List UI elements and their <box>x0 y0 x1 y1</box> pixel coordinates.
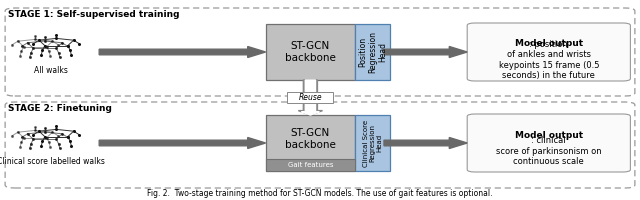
FancyArrow shape <box>99 138 266 148</box>
Text: Gait features: Gait features <box>287 162 333 168</box>
Text: : position
of ankles and wrists
keypoints 15 frame (0.5
seconds) in the future: : position of ankles and wrists keypoint… <box>499 40 599 80</box>
Text: Position
Regression
Head: Position Regression Head <box>358 31 388 73</box>
Text: ST-GCN
backbone: ST-GCN backbone <box>285 41 336 63</box>
FancyArrow shape <box>298 80 323 115</box>
FancyBboxPatch shape <box>467 114 630 172</box>
Text: STAGE 1: Self-supervised training: STAGE 1: Self-supervised training <box>8 10 180 19</box>
Text: Reuse: Reuse <box>299 93 322 102</box>
FancyBboxPatch shape <box>355 115 390 171</box>
Text: ST-GCN
backbone: ST-GCN backbone <box>285 128 336 150</box>
Text: All walks: All walks <box>35 66 68 75</box>
FancyBboxPatch shape <box>467 23 630 81</box>
FancyBboxPatch shape <box>355 24 390 80</box>
Text: Model output: Model output <box>515 131 583 140</box>
FancyBboxPatch shape <box>266 159 355 171</box>
Text: : clinical
score of parkinsonism on
continuous scale: : clinical score of parkinsonism on cont… <box>496 136 602 166</box>
FancyArrow shape <box>384 46 467 58</box>
Text: Clinical Score
Regression
Head: Clinical Score Regression Head <box>363 119 383 167</box>
Text: STAGE 2: Finetuning: STAGE 2: Finetuning <box>8 104 112 113</box>
FancyBboxPatch shape <box>266 24 355 80</box>
FancyBboxPatch shape <box>266 115 355 171</box>
Text: Fig. 2.  Two-stage training method for ST-GCN models. The use of gait features i: Fig. 2. Two-stage training method for ST… <box>147 189 493 198</box>
FancyArrow shape <box>301 80 319 115</box>
FancyArrow shape <box>99 46 266 58</box>
FancyArrow shape <box>384 138 467 148</box>
Text: Clinical score labelled walks: Clinical score labelled walks <box>0 157 105 166</box>
FancyBboxPatch shape <box>287 92 333 103</box>
Text: Model output: Model output <box>515 40 583 48</box>
